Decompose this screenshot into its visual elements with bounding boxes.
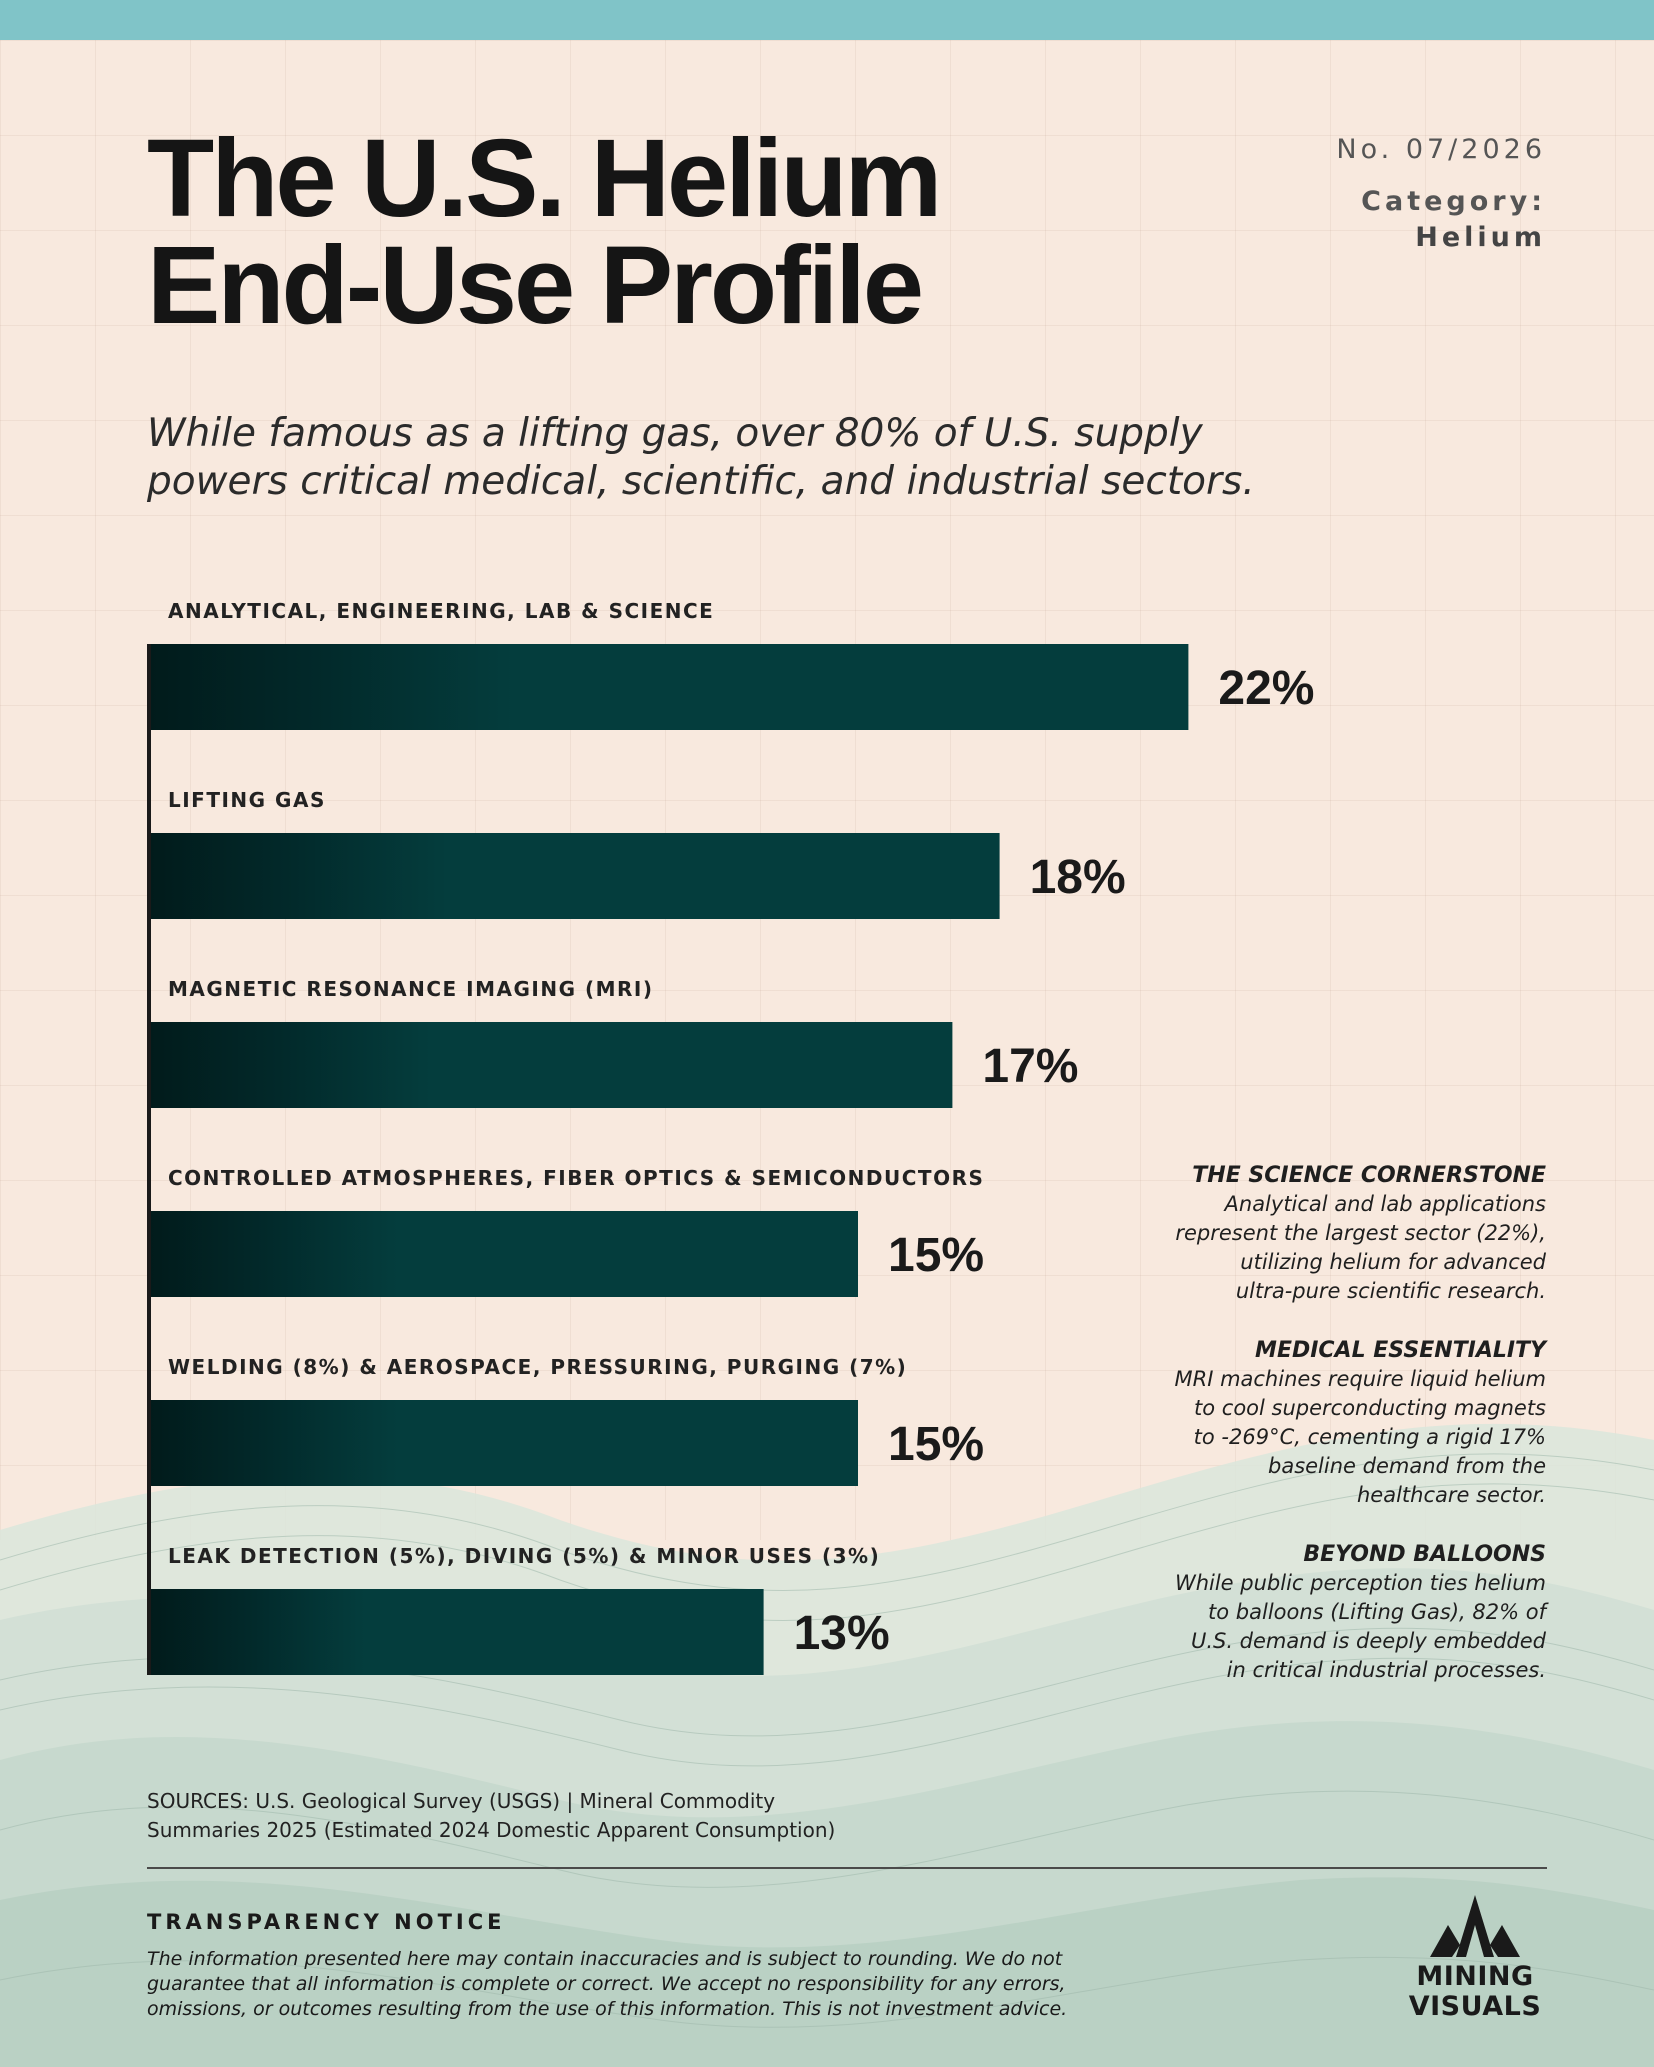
notice-line: guarantee that all information is comple… bbox=[147, 1973, 1066, 1995]
note-line: to cool superconducting magnets bbox=[1194, 1396, 1546, 1420]
note-text: MRI machines require liquid helium to co… bbox=[1086, 1365, 1546, 1510]
note-line: healthcare sector. bbox=[1357, 1483, 1546, 1507]
note-line: MRI machines require liquid helium bbox=[1174, 1367, 1546, 1391]
note-line: represent the largest sector (22%), bbox=[1175, 1221, 1546, 1245]
note-science: THE SCIENCE CORNERSTONE Analytical and l… bbox=[1086, 1162, 1546, 1306]
note-title: MEDICAL ESSENTIALITY bbox=[1255, 1338, 1546, 1363]
chart-axis-line bbox=[147, 644, 151, 1675]
notes-panel: THE SCIENCE CORNERSTONE Analytical and l… bbox=[1086, 1162, 1546, 1716]
note-line: to balloons (Lifting Gas), 82% of bbox=[1208, 1600, 1546, 1624]
bar-category-label: CONTROLLED ATMOSPHERES, FIBER OPTICS & S… bbox=[168, 1166, 984, 1190]
note-title: BEYOND BALLOONS bbox=[1303, 1542, 1546, 1567]
category-value: Helium bbox=[1415, 222, 1546, 253]
bar-value-label: 15% bbox=[888, 1229, 984, 1282]
note-line: While public perception ties helium bbox=[1174, 1571, 1546, 1595]
bar-value-label: 13% bbox=[794, 1607, 890, 1660]
bar-value-label: 18% bbox=[1030, 851, 1126, 904]
note-balloons: BEYOND BALLOONS While public perception … bbox=[1086, 1541, 1546, 1685]
bar bbox=[150, 1022, 953, 1108]
note-text: Analytical and lab applications represen… bbox=[1086, 1190, 1546, 1306]
top-accent-bar bbox=[0, 0, 1654, 40]
mountain-logo-icon bbox=[1430, 1895, 1520, 1957]
page-title: The U.S. Helium End-Use Profile bbox=[147, 117, 942, 347]
sources-line-2: Summaries 2025 (Estimated 2024 Domestic … bbox=[147, 1818, 836, 1842]
note-line: ultra-pure scientific research. bbox=[1235, 1279, 1546, 1303]
note-line: Analytical and lab applications bbox=[1224, 1192, 1546, 1216]
transparency-notice-text: The information presented here may conta… bbox=[147, 1947, 1147, 2022]
note-line: utilizing helium for advanced bbox=[1240, 1250, 1546, 1274]
wave-background bbox=[0, 1423, 1654, 2067]
category-label: Category: bbox=[1361, 186, 1546, 217]
footer-divider bbox=[147, 1867, 1547, 1869]
bar bbox=[150, 644, 1189, 730]
bar-chart: ANALYTICAL, ENGINEERING, LAB & SCIENCE 22… bbox=[147, 599, 1314, 1675]
issue-number: No. 07/2026 bbox=[1336, 134, 1546, 165]
bar bbox=[150, 1589, 764, 1675]
sources-line-1: SOURCES: U.S. Geological Survey (USGS) |… bbox=[147, 1789, 776, 1813]
logo-text-line-2: VISUALS bbox=[1408, 1991, 1542, 2022]
note-title: THE SCIENCE CORNERSTONE bbox=[1192, 1163, 1546, 1188]
bar-value-label: 15% bbox=[888, 1418, 984, 1471]
wave-layer-4 bbox=[0, 1877, 1654, 2067]
notice-line: The information presented here may conta… bbox=[147, 1948, 1063, 1970]
mining-visuals-logo: MINING VISUALS bbox=[1400, 1895, 1550, 2022]
bar-value-label: 22% bbox=[1218, 662, 1314, 715]
bar-value-label: 17% bbox=[982, 1040, 1078, 1093]
note-line: to -269°C, cementing a rigid 17% bbox=[1193, 1425, 1546, 1449]
subtitle-line-2: powers critical medical, scientific, and… bbox=[147, 459, 1255, 504]
subtitle-line-1: While famous as a lifting gas, over 80% … bbox=[147, 411, 1203, 456]
sources-text: SOURCES: U.S. Geological Survey (USGS) |… bbox=[147, 1787, 907, 1845]
page-subtitle: While famous as a lifting gas, over 80% … bbox=[147, 410, 1347, 506]
note-line: in critical industrial processes. bbox=[1226, 1658, 1546, 1682]
note-medical: MEDICAL ESSENTIALITY MRI machines requir… bbox=[1086, 1337, 1546, 1510]
notice-line: omissions, or outcomes resulting from th… bbox=[147, 1998, 1068, 2020]
title-line-2: End-Use Profile bbox=[147, 224, 924, 347]
bar bbox=[150, 833, 1000, 919]
note-text: While public perception ties helium to b… bbox=[1086, 1569, 1546, 1685]
logo-text-line-1: MINING bbox=[1416, 1961, 1534, 1992]
note-line: baseline demand from the bbox=[1268, 1454, 1546, 1478]
note-line: U.S. demand is deeply embedded bbox=[1190, 1629, 1546, 1653]
bar-category-label: LEAK DETECTION (5%), DIVING (5%) & MINOR… bbox=[168, 1544, 880, 1568]
bar bbox=[150, 1211, 858, 1297]
bar-category-label: MAGNETIC RESONANCE IMAGING (MRI) bbox=[168, 977, 653, 1001]
bar-category-label: LIFTING GAS bbox=[168, 788, 326, 812]
bar-category-label: WELDING (8%) & AEROSPACE, PRESSURING, PU… bbox=[168, 1355, 907, 1379]
bar bbox=[150, 1400, 858, 1486]
title-line-1: The U.S. Helium bbox=[147, 117, 942, 240]
bar-category-label: ANALYTICAL, ENGINEERING, LAB & SCIENCE bbox=[168, 599, 714, 623]
transparency-notice-title: TRANSPARENCY NOTICE bbox=[147, 1910, 506, 1934]
issue-meta: No. 07/2026 Category: Helium bbox=[1336, 132, 1546, 256]
